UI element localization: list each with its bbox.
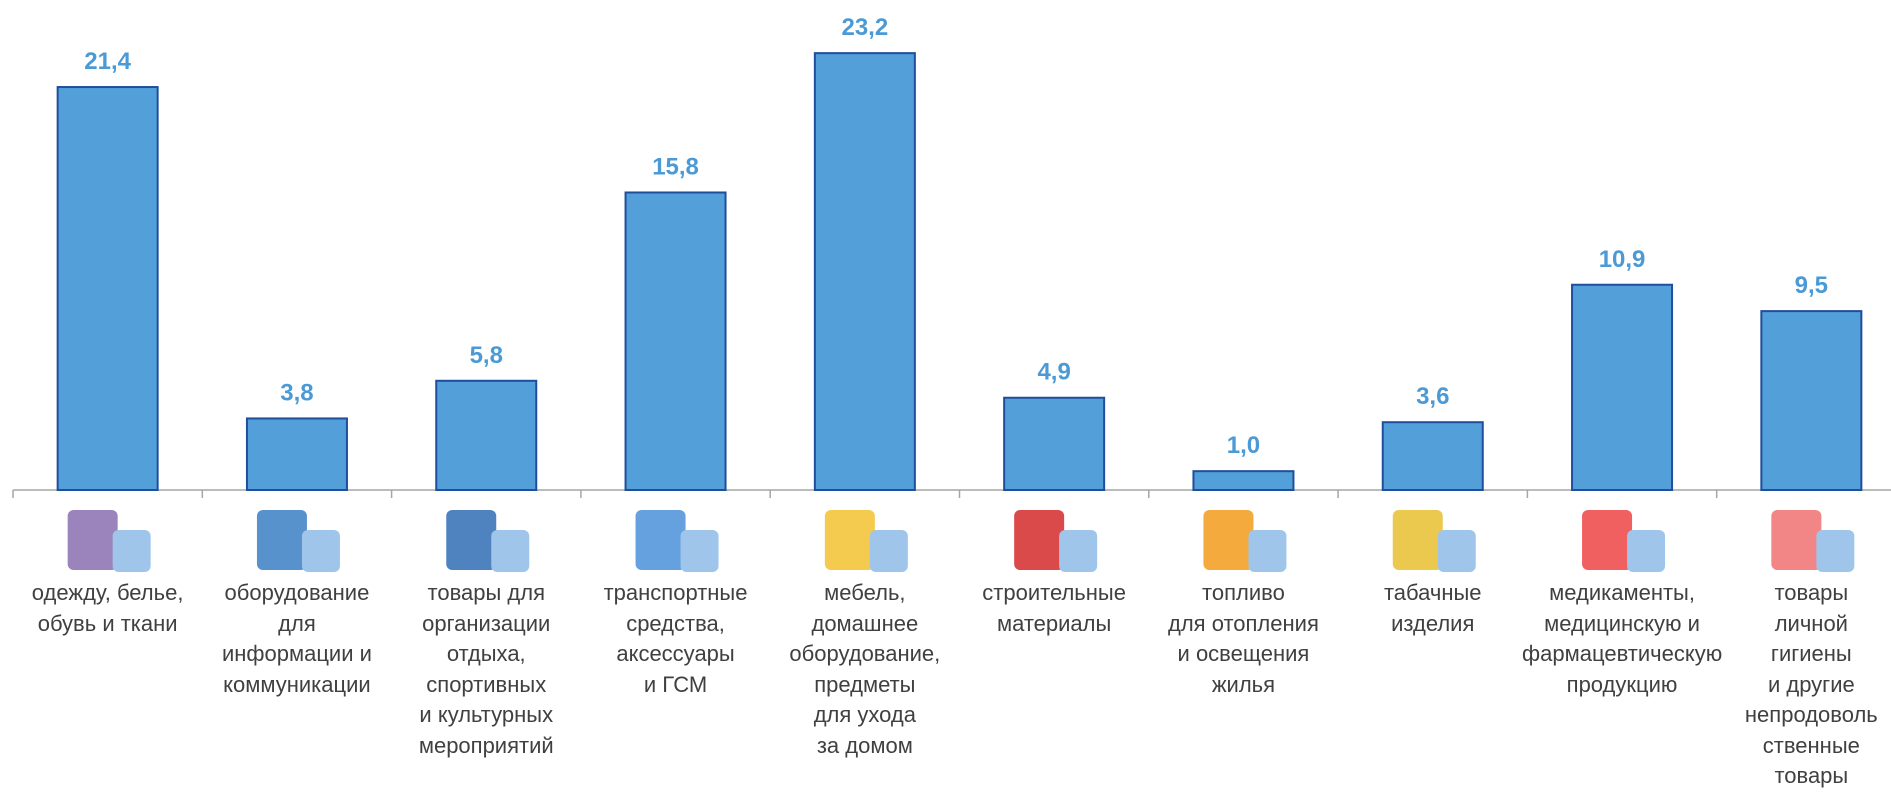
icon xyxy=(302,530,340,572)
page: 21,43,85,815,823,24,91,03,610,99,5 (() =… xyxy=(0,0,1891,790)
value-label: 21,4 xyxy=(84,48,131,75)
icon xyxy=(1059,530,1097,572)
icon xyxy=(1438,530,1476,572)
icon xyxy=(68,510,118,570)
x-tick-label: табачные изделия xyxy=(1333,578,1533,639)
icon xyxy=(491,530,529,572)
icon xyxy=(1816,530,1854,572)
value-label: 3,8 xyxy=(280,379,313,406)
value-label: 4,9 xyxy=(1037,359,1070,386)
icon xyxy=(1248,530,1286,572)
value-label: 9,5 xyxy=(1795,272,1828,299)
icon xyxy=(1393,510,1443,570)
x-tick-label: строительные материалы xyxy=(954,578,1154,639)
bar xyxy=(1193,471,1293,490)
value-label: 1,0 xyxy=(1227,432,1260,459)
value-label: 15,8 xyxy=(652,153,699,180)
x-tick-label: товары личной гигиены и другие непродово… xyxy=(1711,578,1891,792)
icon xyxy=(870,530,908,572)
icon xyxy=(681,530,719,572)
value-label: 5,8 xyxy=(470,342,503,369)
bar xyxy=(1004,398,1104,490)
value-label: 23,2 xyxy=(841,14,888,41)
icon xyxy=(825,510,875,570)
bar xyxy=(247,418,347,490)
x-tick-label: мебель, домашнее оборудование, предметы … xyxy=(765,578,965,761)
value-label: 3,6 xyxy=(1416,383,1449,410)
x-tick-label: товары для организации отдыха, спортивны… xyxy=(386,578,586,761)
icon xyxy=(446,510,496,570)
icon xyxy=(1203,510,1253,570)
bar xyxy=(815,53,915,490)
icon xyxy=(1582,510,1632,570)
x-tick-label: одежду, белье, обувь и ткани xyxy=(8,578,208,639)
bar xyxy=(58,87,158,490)
icon xyxy=(1771,510,1821,570)
icon xyxy=(1014,510,1064,570)
bar xyxy=(1761,311,1861,490)
x-tick-label: топливо для отопления и освещения жилья xyxy=(1143,578,1343,700)
icon xyxy=(1627,530,1665,572)
x-tick-label: транспортные средства, аксессуары и ГСМ xyxy=(576,578,776,700)
icon xyxy=(113,530,151,572)
bar xyxy=(1383,422,1483,490)
value-label: 10,9 xyxy=(1599,246,1646,273)
icon xyxy=(257,510,307,570)
bar xyxy=(626,192,726,490)
x-tick-label: медикаменты, медицинскую и фармацевтичес… xyxy=(1522,578,1722,700)
x-tick-label: оборудование для информации и коммуникац… xyxy=(197,578,397,700)
bar xyxy=(436,381,536,490)
icon xyxy=(636,510,686,570)
bar xyxy=(1572,285,1672,490)
